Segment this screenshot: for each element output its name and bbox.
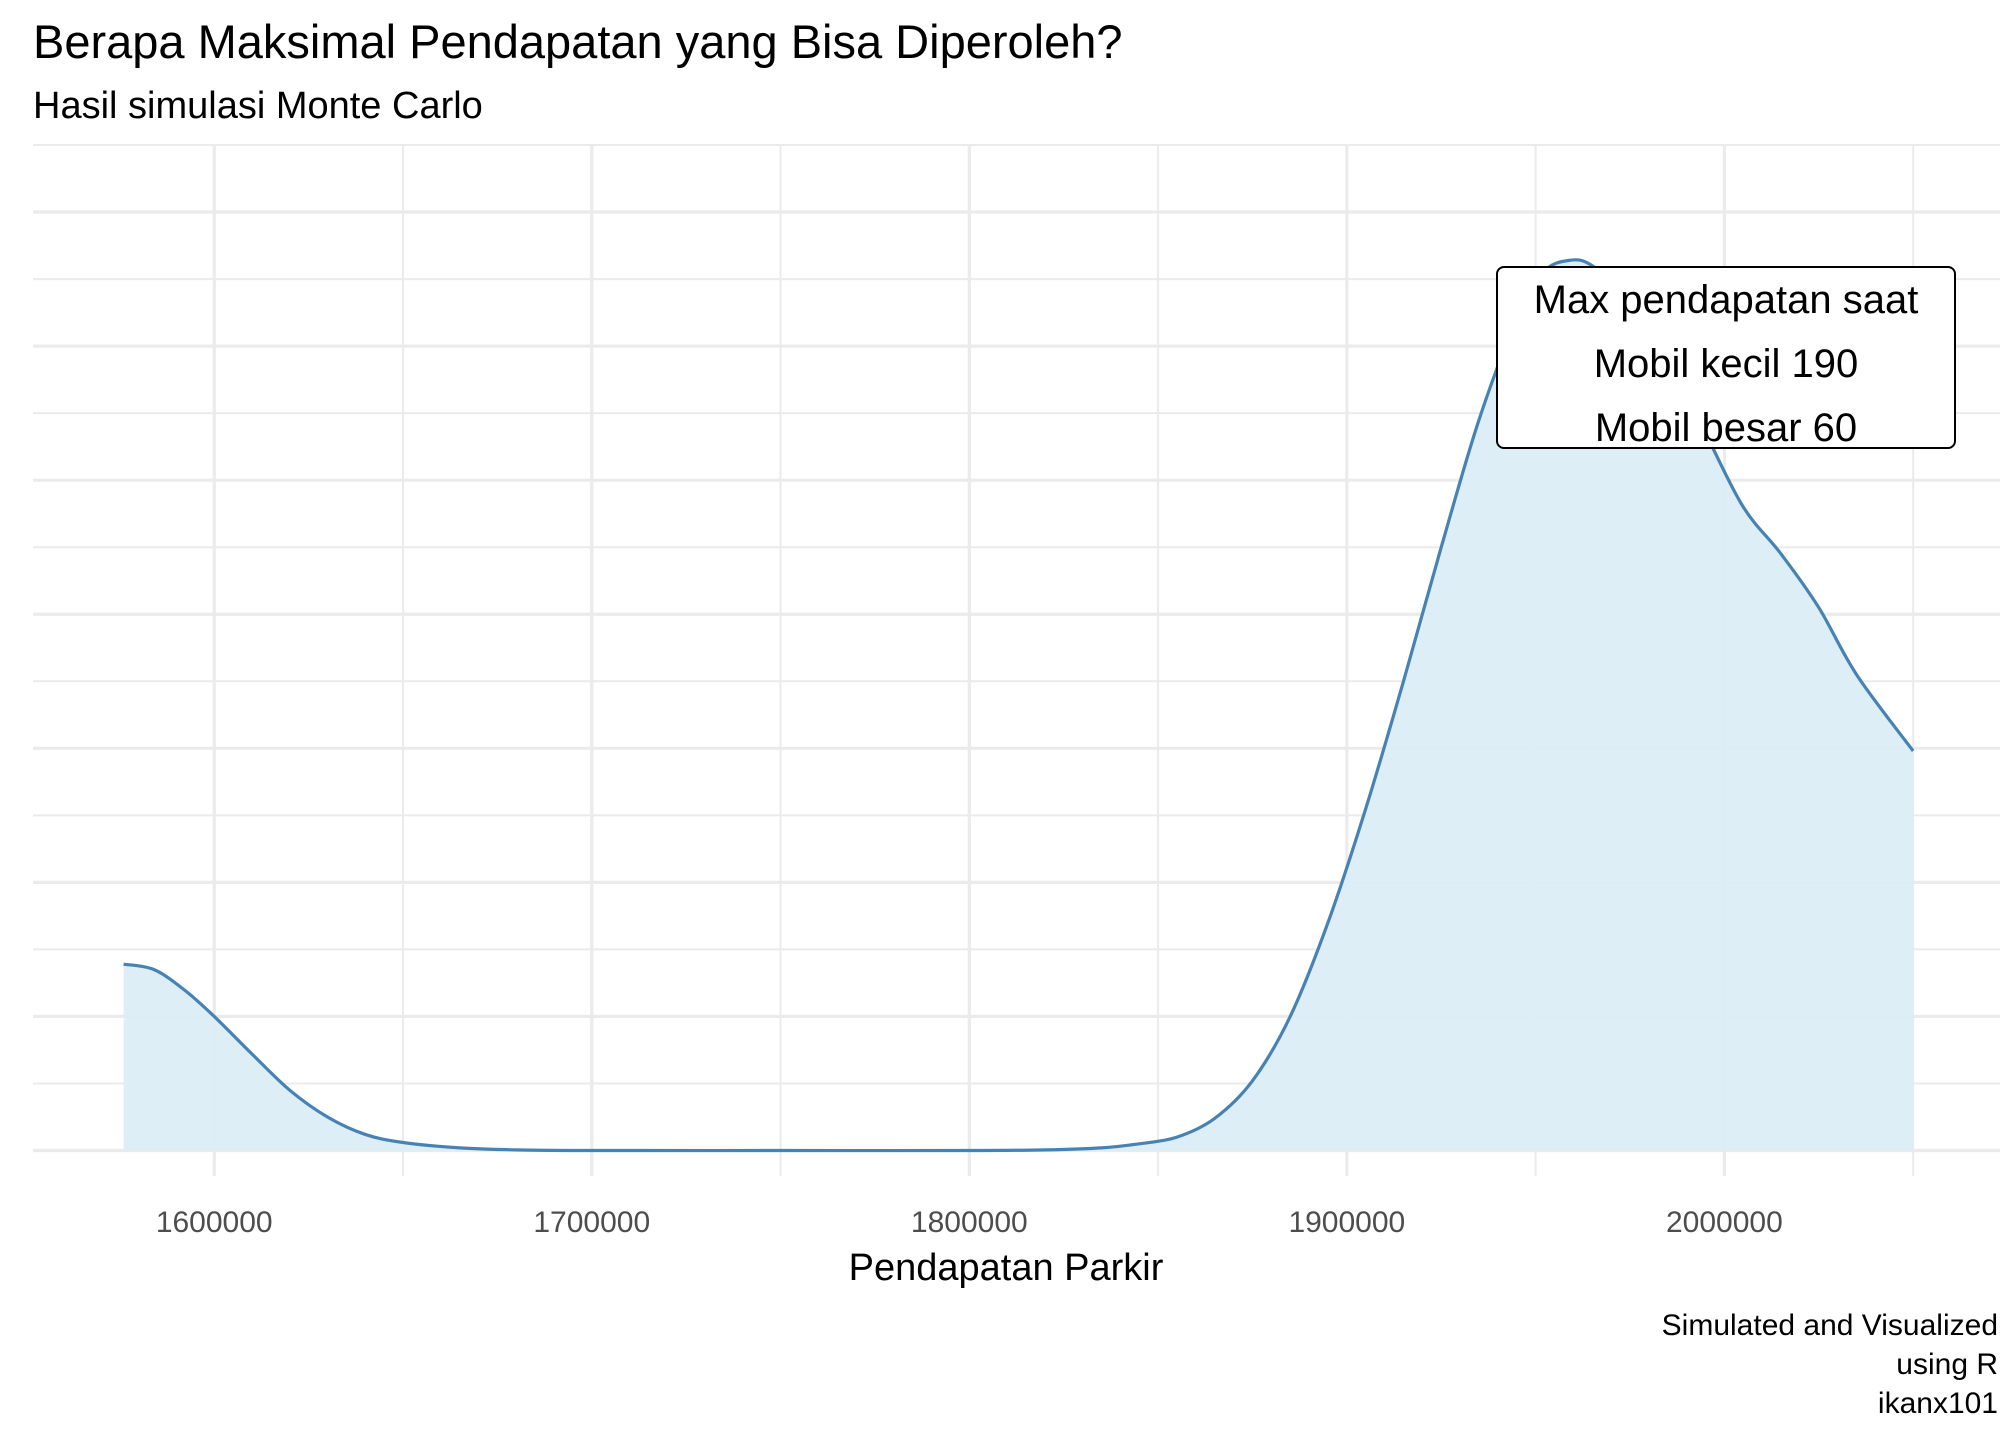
annotation-line-1: Max pendapatan saat: [1533, 278, 1919, 322]
caption-line-1: Simulated and Visualized: [1661, 1309, 1998, 1342]
chart-title: Berapa Maksimal Pendapatan yang Bisa Dip…: [33, 15, 1123, 68]
x-axis-label: Pendapatan Parkir: [848, 1247, 1164, 1289]
chart-caption: Simulated and Visualized using R ikanx10…: [1662, 1306, 1998, 1423]
x-tick-label: 1600000: [156, 1206, 273, 1239]
caption-line-3: ikanx101: [1877, 1387, 1998, 1420]
caption-line-2: using R: [1896, 1348, 1998, 1381]
chart-subtitle: Hasil simulasi Monte Carlo: [33, 85, 483, 127]
x-tick-label: 2000000: [1666, 1206, 1783, 1239]
annotation-line-2: Mobil kecil 190: [1593, 342, 1859, 386]
annotation-box: Max pendapatan saat Mobil kecil 190 Mobi…: [1496, 266, 1956, 450]
density-area: [123, 259, 1914, 1151]
x-tick-label: 1800000: [911, 1206, 1028, 1239]
x-tick-label: 1900000: [1288, 1206, 1405, 1239]
x-axis-tick-labels: 1600000 1700000 1800000 1900000 2000000: [156, 1206, 1783, 1239]
x-tick-label: 1700000: [533, 1206, 650, 1239]
annotation-line-3: Mobil besar 60: [1594, 406, 1858, 450]
